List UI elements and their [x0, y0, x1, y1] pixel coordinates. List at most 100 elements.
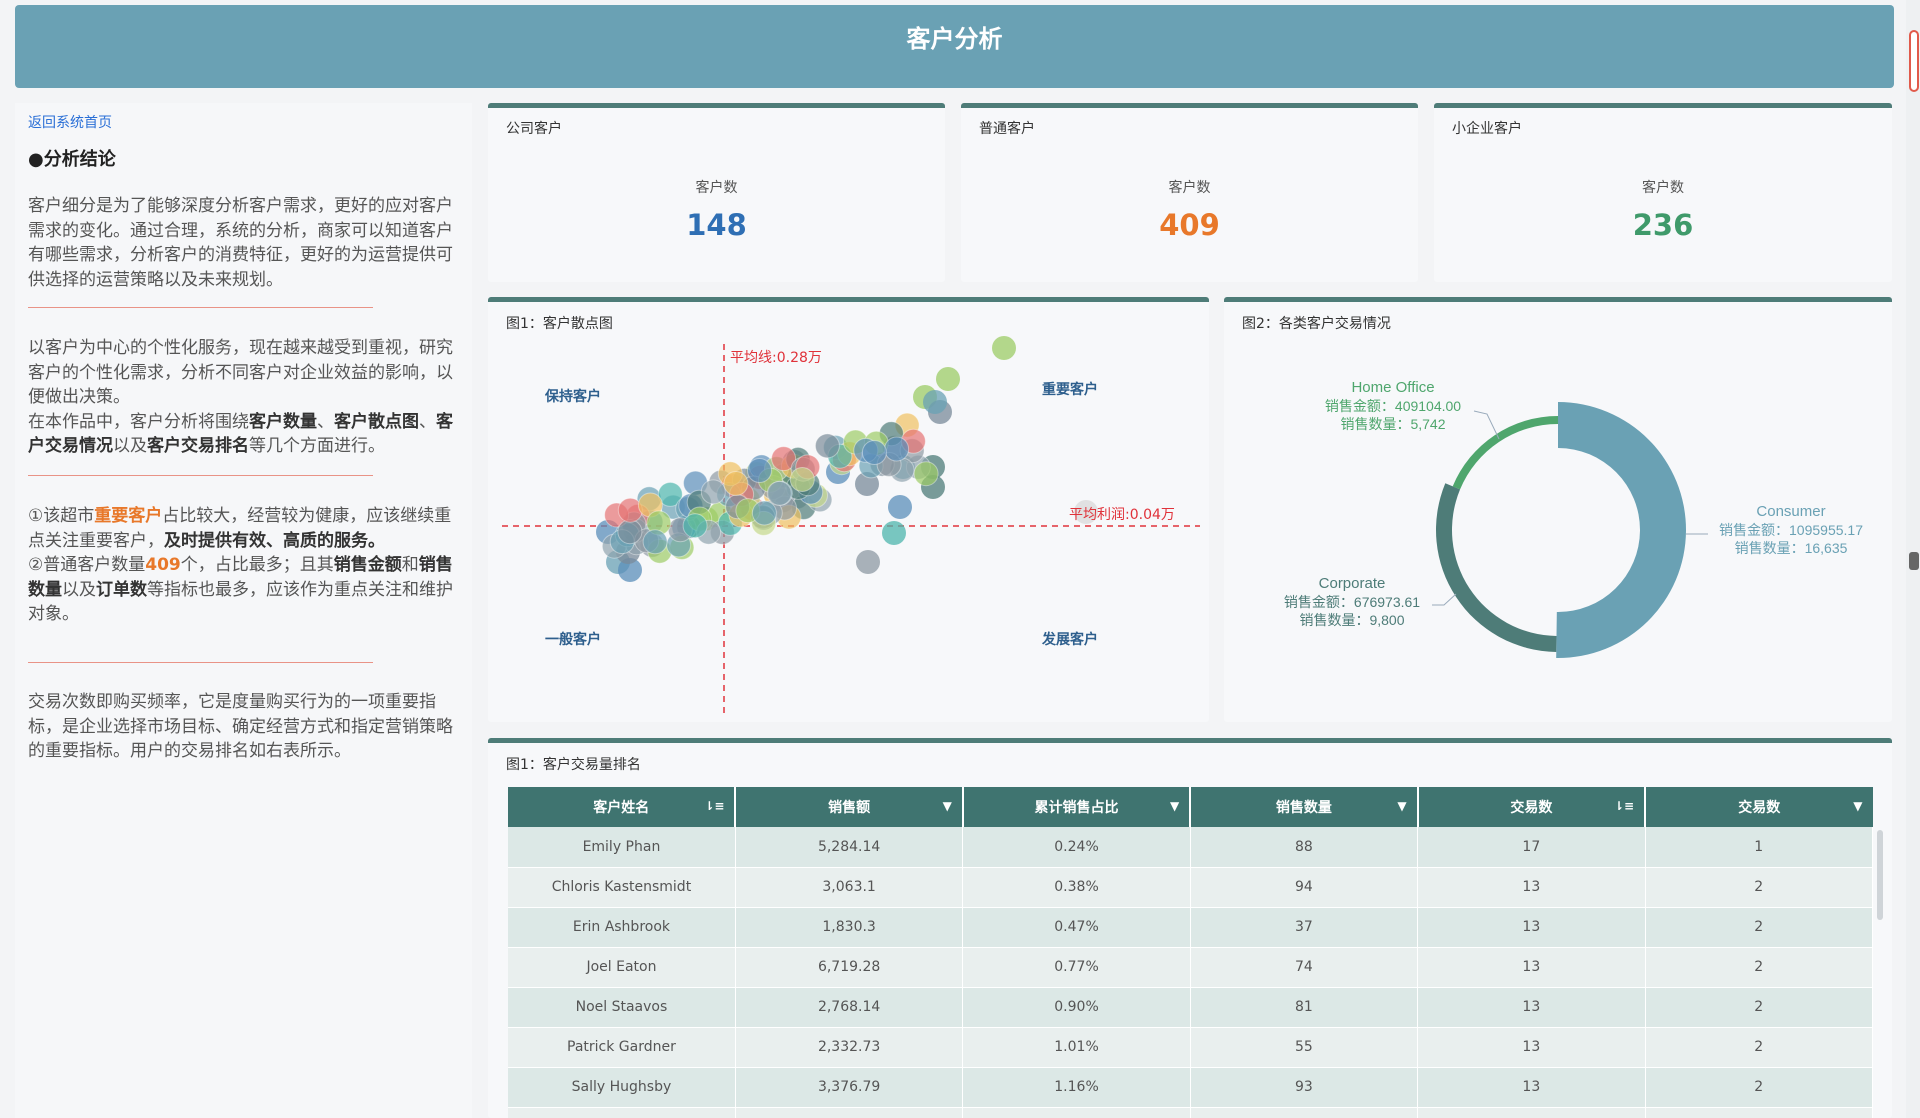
segment-qty: 销售数量：5,742: [1340, 416, 1445, 432]
donut-slice-home-office[interactable]: [1452, 416, 1558, 490]
donut-slice-corporate[interactable]: [1436, 483, 1557, 652]
table-row[interactable]: Sally Hughsby 3,376.79 1.16% 93 13 2: [508, 1067, 1873, 1108]
column-header-transactions-2[interactable]: 交易数 ▼: [1645, 787, 1873, 827]
scatter-chart: 平均线:0.28万 平均利润:0.04万: [502, 336, 1200, 714]
filter-dropdown-icon[interactable]: ▼: [1169, 799, 1180, 813]
scatter-point[interactable]: [766, 480, 792, 506]
column-header-customer[interactable]: 客户姓名 ⇂≡: [508, 787, 737, 827]
table-cell: 0.38%: [962, 867, 1191, 908]
card-label: 客户数: [1168, 180, 1211, 196]
scatter-panel: 图1：客户散点图 平均线:0.28万 平均利润:0.04万 保持客户 重要客户 …: [488, 297, 1209, 722]
scatter-point[interactable]: [723, 471, 749, 496]
page-title: 客户分析: [906, 25, 1003, 53]
divider: [28, 307, 373, 308]
scatter-point[interactable]: [882, 521, 906, 545]
table-row[interactable]: Erin Ashbrook 1,830.3 0.47% 37 13 2: [508, 907, 1873, 948]
scatter-point[interactable]: [747, 458, 772, 483]
column-header-transactions[interactable]: 交易数 ⇂≡: [1417, 787, 1647, 827]
table-row[interactable]: Noel Staavos 2,768.14 0.90% 81 13 2: [508, 987, 1873, 1028]
filter-dropdown-icon[interactable]: ▼: [1853, 799, 1863, 813]
scatter-point[interactable]: [1074, 500, 1098, 524]
column-header-sales[interactable]: 销售额 ▼: [735, 787, 964, 827]
highlight: 409: [145, 555, 181, 575]
segment-amount: 销售金额：676973.61: [1284, 594, 1420, 610]
table-cell: 3,063.1: [735, 867, 964, 908]
quadrant-label-develop: 发展客户: [1042, 632, 1098, 648]
back-home-link[interactable]: 返回系统首页: [28, 115, 112, 131]
donut-chart: Home Office 销售金额：409104.00 销售数量：5,742 Co…: [1284, 379, 1863, 658]
table-header-row: 客户姓名 ⇂≡ 销售额 ▼ 累计销售占比 ▼ 销售数量 ▼ 交易数 ⇂≡ 交易数 ▼: [508, 787, 1873, 827]
table-cell: 74: [1190, 947, 1419, 988]
sort-icon[interactable]: ⇂≡: [1613, 799, 1635, 813]
table-row[interactable]: Chloris Kastensmidt 3,063.1 0.38% 94 13 2: [508, 867, 1873, 908]
table-row[interactable]: [508, 1107, 1873, 1118]
paragraph-text: 占比较大，经营较为健康，应该继续重点关注重要客户，: [28, 506, 452, 551]
page-scrollbar-thumb[interactable]: [1909, 30, 1919, 92]
scatter-point[interactable]: [751, 500, 777, 526]
scatter-point[interactable]: [618, 558, 642, 582]
table-cell: 2: [1645, 1027, 1873, 1068]
emphasis: 客户交易情况: [28, 411, 453, 457]
table-cell: Patrick Gardner: [508, 1027, 736, 1068]
paragraph-text: 等指标也最多，应该作为重点关注和维护对象。: [28, 579, 453, 625]
page-scrollbar[interactable]: [1906, 0, 1920, 1118]
table-cell: 94: [1190, 867, 1419, 908]
table-cell: 3,376.79: [735, 1067, 964, 1108]
table-cell: 2: [1645, 947, 1873, 988]
scatter-point[interactable]: [913, 461, 939, 487]
table-cell: 1,830.3: [735, 907, 964, 948]
scatter-point[interactable]: [856, 550, 880, 574]
scatter-point[interactable]: [888, 495, 912, 519]
table-cell: 0.47%: [962, 907, 1191, 948]
scatter-point[interactable]: [771, 446, 797, 472]
column-header-quantity[interactable]: 销售数量 ▼: [1190, 787, 1419, 827]
ranking-table-container[interactable]: 客户姓名 ⇂≡ 销售额 ▼ 累计销售占比 ▼ 销售数量 ▼ 交易数 ⇂≡ 交易数 ▼ Emi…: [508, 787, 1873, 1118]
scatter-point[interactable]: [936, 367, 960, 391]
table-row[interactable]: Emily Phan 5,284.14 0.24% 88 17 1: [508, 827, 1873, 868]
paragraph-text: 在本作品中，客户分析将围绕: [28, 411, 249, 432]
sort-icon[interactable]: ⇂≡: [704, 799, 725, 813]
scatter-point[interactable]: [884, 436, 910, 462]
scatter-point[interactable]: [992, 336, 1016, 360]
scatter-point[interactable]: [789, 467, 815, 492]
scatter-point[interactable]: [700, 479, 726, 505]
scatter-point[interactable]: [657, 481, 683, 507]
kpi-card-corporate: 公司客户 客户数 148: [488, 103, 945, 282]
emphasis: 销售数量: [28, 555, 453, 600]
table-cell: 2: [1645, 987, 1873, 1028]
page-scrollbar-marker: [1909, 552, 1919, 570]
column-label: 销售数量: [1275, 800, 1332, 816]
filter-dropdown-icon[interactable]: ▼: [1397, 799, 1407, 813]
analysis-panel: 返回系统首页 ●分析结论 客户细分是为了能够深度分析客户需求，更好的应对客户需求…: [15, 103, 472, 1118]
table-cell: Joel Eaton: [508, 947, 736, 988]
quadrant-label-retain: 保持客户: [545, 389, 601, 405]
table-cell: 6,719.28: [735, 947, 964, 988]
table-cell: [1190, 1107, 1419, 1118]
scatter-point[interactable]: [855, 472, 879, 496]
card-label: 客户数: [695, 180, 738, 196]
scatter-point[interactable]: [617, 519, 643, 545]
card-label: 客户数: [1642, 180, 1684, 196]
filter-dropdown-icon[interactable]: ▼: [942, 799, 952, 813]
kpi-card-consumer: 普通客户 客户数 409: [961, 103, 1418, 282]
scatter-point[interactable]: [814, 433, 840, 459]
leader-line: [1473, 410, 1500, 440]
card-title: 公司客户: [506, 121, 562, 137]
scatter-point[interactable]: [923, 390, 947, 414]
column-header-cumulative[interactable]: 累计销售占比 ▼: [962, 787, 1192, 827]
table-row[interactable]: Joel Eaton 6,719.28 0.77% 74 13 2: [508, 947, 1873, 988]
table-row[interactable]: Patrick Gardner 2,332.73 1.01% 55 13 2: [508, 1027, 1873, 1068]
scatter-points: [596, 336, 1098, 582]
table-cell: 17: [1417, 827, 1646, 868]
scatter-point[interactable]: [861, 440, 887, 465]
column-label: 累计销售占比: [1034, 800, 1119, 816]
card-value: 236: [1632, 208, 1694, 242]
table-scrollbar[interactable]: [1877, 830, 1883, 920]
scatter-point[interactable]: [682, 513, 708, 539]
table-cell: [735, 1107, 964, 1118]
scatter-point[interactable]: [642, 529, 668, 555]
emphasis: 客户散点图: [334, 411, 419, 432]
donut-title: 图2：各类客户交易情况: [1242, 316, 1391, 332]
donut-slice-consumer[interactable]: [1556, 402, 1686, 658]
column-label: 交易数: [1738, 800, 1781, 816]
